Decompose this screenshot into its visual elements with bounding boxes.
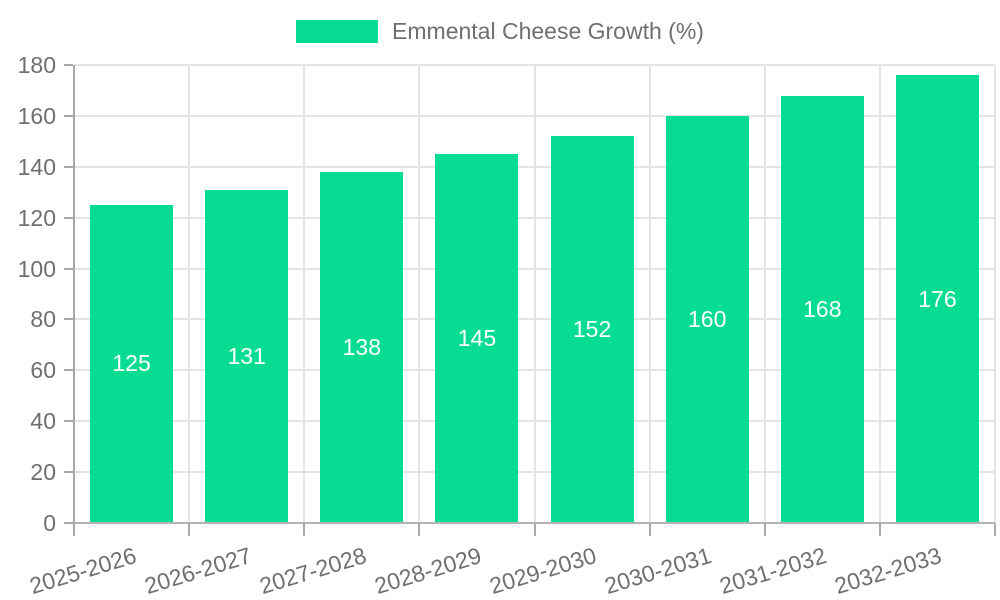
y-tick bbox=[64, 267, 73, 270]
x-tick bbox=[763, 523, 766, 536]
x-tick bbox=[648, 523, 651, 536]
bar-value-label: 131 bbox=[227, 342, 266, 369]
y-tick bbox=[64, 216, 73, 219]
plot-area: 0 20 40 60 80 100 120 140 160 180 125 131 138 145 152 1… bbox=[18, 53, 996, 599]
y-tick-label: 180 bbox=[17, 52, 56, 78]
x-gridline bbox=[188, 65, 191, 523]
x-tick bbox=[994, 523, 996, 536]
bar-value-label: 145 bbox=[457, 325, 497, 352]
x-gridline bbox=[533, 65, 536, 523]
bar-value-label: 138 bbox=[342, 333, 381, 360]
x-tick bbox=[418, 523, 421, 536]
x-tick-label: 2027-2028 bbox=[256, 542, 370, 600]
y-tick-label: 40 bbox=[30, 408, 56, 435]
bar-value-label: 125 bbox=[112, 350, 151, 377]
x-gridline bbox=[648, 65, 651, 523]
bar: 152 bbox=[550, 136, 634, 523]
y-tick-label: 80 bbox=[30, 306, 56, 333]
bar: 138 bbox=[320, 171, 404, 523]
y-tick bbox=[64, 522, 73, 524]
y-tick-label: 120 bbox=[17, 204, 56, 231]
x-axis-line bbox=[74, 522, 995, 524]
y-tick bbox=[64, 471, 73, 474]
y-tick-label: 0 bbox=[43, 510, 56, 536]
x-tick-label: 2025-2026 bbox=[26, 542, 139, 600]
legend-item[interactable]: Emmental Cheese Growth (%) bbox=[0, 18, 1000, 45]
x-gridline bbox=[878, 65, 881, 523]
x-tick-label: 2031-2032 bbox=[716, 542, 830, 600]
x-tick bbox=[878, 523, 881, 536]
y-tick-label: 60 bbox=[30, 357, 56, 384]
bar: 125 bbox=[90, 204, 174, 523]
x-gridline bbox=[763, 65, 766, 523]
x-tick-label: 2032-2033 bbox=[831, 542, 945, 600]
y-tick-label: 160 bbox=[17, 102, 56, 129]
y-tick bbox=[64, 114, 73, 117]
x-tick bbox=[533, 523, 536, 536]
x-gridline bbox=[994, 65, 996, 523]
y-tick-label: 20 bbox=[30, 459, 56, 486]
bar-value-label: 152 bbox=[572, 316, 612, 343]
bar: 160 bbox=[665, 115, 749, 523]
bar-value-label: 168 bbox=[803, 295, 842, 322]
y-tick bbox=[64, 420, 73, 423]
x-gridline bbox=[418, 65, 421, 523]
x-tick-label: 2026-2027 bbox=[141, 542, 254, 600]
bar-value-label: 160 bbox=[688, 305, 727, 332]
y-tick-label: 140 bbox=[17, 153, 56, 180]
legend-label: Emmental Cheese Growth (%) bbox=[392, 18, 704, 44]
x-tick bbox=[303, 523, 306, 536]
y-tick bbox=[64, 369, 73, 372]
x-tick-label: 2028-2029 bbox=[371, 542, 485, 600]
y-tick bbox=[64, 318, 73, 321]
y-tick bbox=[64, 165, 73, 168]
x-gridline bbox=[303, 65, 306, 523]
bar-value-label: 176 bbox=[918, 285, 957, 312]
legend-color-swatch bbox=[296, 20, 379, 43]
bar: 145 bbox=[435, 154, 519, 523]
bar: 168 bbox=[780, 95, 864, 523]
bar: 131 bbox=[205, 189, 289, 523]
y-tick bbox=[64, 64, 73, 66]
y-axis-line bbox=[73, 65, 75, 536]
x-tick-label: 2029-2030 bbox=[486, 542, 600, 600]
x-tick bbox=[188, 523, 191, 536]
x-tick-label: 2030-2031 bbox=[601, 542, 715, 600]
y-tick-label: 100 bbox=[17, 255, 56, 282]
bar: 176 bbox=[895, 75, 979, 523]
